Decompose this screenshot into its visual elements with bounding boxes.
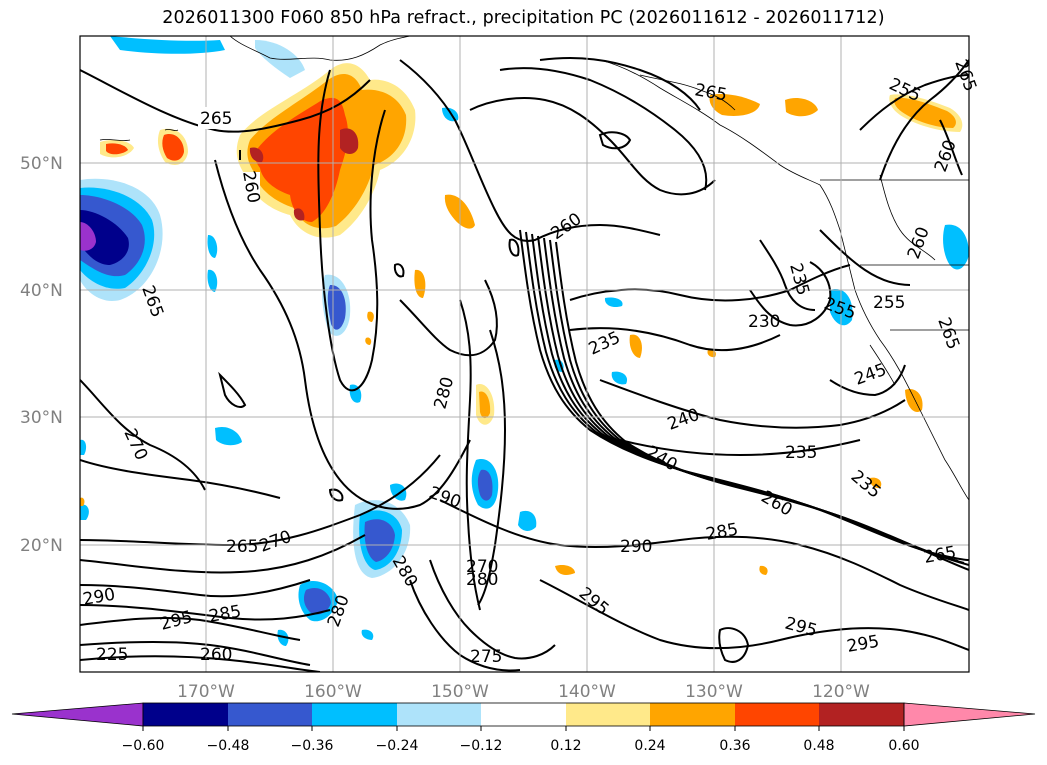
contour-label: 225 xyxy=(96,645,128,665)
lon-label: 150°W xyxy=(431,682,489,702)
map-title: 2026011300 F060 850 hPa refract., precip… xyxy=(162,8,885,28)
latitude-labels: 50°N 40°N 30°N 20°N xyxy=(20,154,63,556)
contour-label: 275 xyxy=(470,647,502,667)
contour-label: 235 xyxy=(785,443,817,463)
colorbar-tick-label: 0.48 xyxy=(803,738,834,754)
lon-label: 140°W xyxy=(558,682,616,702)
colorbar-segment xyxy=(566,703,650,726)
lat-label: 40°N xyxy=(20,281,63,301)
longitude-labels: 170°W 160°W 150°W 140°W 130°W 120°W xyxy=(177,682,870,702)
colorbar: −0.60 −0.48 −0.36 −0.24 −0.12 0.12 0.24 … xyxy=(11,702,1036,754)
contour-label: 290 xyxy=(620,537,652,557)
colorbar-tick-label: −0.60 xyxy=(122,738,165,754)
colorbar-tick-label: 0.60 xyxy=(888,738,919,754)
colorbar-tick-label: 0.24 xyxy=(634,738,665,754)
colorbar-tick-label: −0.48 xyxy=(207,738,250,754)
colorbar-segment xyxy=(228,703,312,726)
colorbar-extend-high xyxy=(903,702,1036,727)
lat-label: 50°N xyxy=(20,154,63,174)
lat-label: 20°N xyxy=(20,536,63,556)
contour-label: 255 xyxy=(873,293,905,313)
refractivity-contours xyxy=(80,57,969,672)
colorbar-segment xyxy=(397,703,481,726)
map-area[interactable] xyxy=(80,36,969,672)
lon-label: 120°W xyxy=(812,682,870,702)
lon-label: 130°W xyxy=(685,682,743,702)
contour-label: 270 xyxy=(466,557,498,577)
lon-label: 160°W xyxy=(304,682,362,702)
lon-label: 170°W xyxy=(177,682,235,702)
colorbar-tick-label: −0.36 xyxy=(291,738,334,754)
colorbar-segment xyxy=(481,703,566,726)
map-frame xyxy=(79,35,970,673)
colorbar-segment xyxy=(312,703,397,726)
colorbar-segment xyxy=(650,703,735,726)
colorbar-tick-label: 0.12 xyxy=(550,738,581,754)
colorbar-tick-label: −0.24 xyxy=(376,738,419,754)
lat-label: 30°N xyxy=(20,408,63,428)
colorbar-segment xyxy=(819,703,904,726)
contour-label: 265 xyxy=(226,537,258,557)
contour-label: 265 xyxy=(200,109,232,129)
graticule xyxy=(80,36,969,672)
colorbar-tick-label: −0.12 xyxy=(460,738,503,754)
contour-label: 230 xyxy=(748,312,780,332)
colorbar-segment xyxy=(735,703,819,726)
colorbar-tick-label: 0.36 xyxy=(719,738,750,754)
contour-label: 260 xyxy=(200,645,232,665)
colorbar-extend-low xyxy=(11,702,144,727)
colorbar-segment xyxy=(143,703,228,726)
contour-label: 280 xyxy=(466,570,498,590)
